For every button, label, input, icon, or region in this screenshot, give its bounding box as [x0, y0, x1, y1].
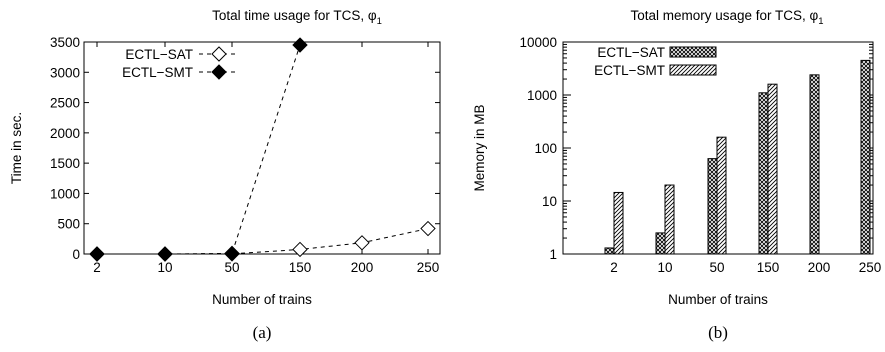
time-point-sat: [292, 241, 308, 258]
time-x-tick-label: 10: [157, 260, 172, 275]
memory-bar-smt: [716, 136, 727, 255]
memory-legend-label-smt: ECTL−SMT: [594, 63, 665, 78]
time-point-sat: [354, 235, 370, 251]
memory-legend-swatch-sat: [669, 46, 717, 58]
time-y-tick-label: 2500: [50, 96, 80, 111]
memory-legend: ECTL−SAT ECTL−SMT: [594, 45, 717, 78]
time-y-tick-label: 1000: [50, 186, 80, 201]
memory-y-tick-label: 100: [534, 141, 557, 156]
time-plot-area: [83, 41, 441, 255]
time-y-tick-label: 1500: [50, 156, 80, 171]
time-legend-label-smt: ECTL−SMT: [122, 65, 193, 80]
time-y-tick-label: 3500: [50, 35, 80, 50]
memory-bar-smt: [664, 184, 675, 255]
time-x-tick-label: 250: [417, 260, 440, 275]
time-x-axis: 2 10 50 150 200 250: [93, 42, 439, 275]
time-x-tick-label: 50: [224, 260, 239, 275]
time-point-sat: [420, 220, 436, 237]
memory-x-label: Number of trains: [668, 292, 768, 307]
time-series: [89, 37, 436, 262]
time-legend-label-sat: ECTL−SAT: [125, 47, 193, 62]
memory-bar-smt: [767, 83, 778, 255]
time-x-tick-label: 200: [351, 260, 374, 275]
time-y-tick-label: 0: [72, 247, 80, 262]
memory-bar-sat: [860, 59, 871, 255]
time-y-axis: 0 500 1000 1500 2000 2500 3000 3500: [50, 35, 440, 262]
memory-chart-title: Total memory usage for TCS, φ1: [630, 8, 823, 27]
time-y-tick-label: 2000: [50, 126, 80, 141]
memory-y-tick-label: 10: [542, 194, 557, 209]
time-point-smt: [292, 37, 308, 53]
memory-chart: Total memory usage for TCS, φ1 1 10 100 100…: [472, 8, 881, 342]
memory-bar-sat: [758, 92, 769, 255]
memory-y-axis: 1 10 100 1000 10000: [519, 35, 873, 262]
memory-y-tick-label: 10000: [519, 35, 557, 50]
time-legend-marker-sat: [211, 46, 227, 62]
memory-x-tick-label: 200: [808, 260, 831, 275]
memory-x-axis: 2 10 50 150 200 250: [610, 260, 881, 275]
memory-bar-smt: [613, 191, 624, 255]
time-y-tick-label: 500: [57, 217, 80, 232]
time-point-smt: [224, 245, 240, 262]
time-legend-marker-smt: [211, 64, 227, 80]
time-legend: ECTL−SAT ECTL−SMT: [122, 46, 239, 80]
time-point-smt: [89, 246, 105, 262]
memory-y-tick-label: 1: [549, 247, 557, 262]
memory-bar-sat: [809, 74, 820, 255]
time-chart-caption: (a): [253, 323, 272, 342]
memory-bar-sat: [707, 158, 718, 255]
memory-y-tick-label: 1000: [527, 88, 557, 103]
memory-y-label: Memory in MB: [472, 104, 487, 191]
memory-bar-sat: [604, 247, 615, 255]
memory-x-tick-label: 250: [859, 260, 882, 275]
time-series-line-sat: [97, 228, 429, 255]
memory-legend-label-sat: ECTL−SAT: [597, 45, 665, 60]
memory-chart-caption: (b): [708, 323, 728, 342]
memory-legend-swatch-smt: [669, 64, 717, 76]
time-series-line-smt: [97, 44, 301, 255]
memory-x-tick-label: 2: [610, 260, 618, 275]
memory-x-tick-label: 50: [709, 260, 724, 275]
time-chart-title: Total time usage for TCS, φ1: [212, 8, 382, 27]
time-y-label: Time in sec.: [9, 112, 24, 184]
time-x-tick-label: 2: [93, 260, 101, 275]
time-point-smt: [157, 246, 173, 262]
time-x-tick-label: 150: [289, 260, 312, 275]
time-x-label: Number of trains: [212, 292, 312, 307]
memory-x-tick-label: 150: [757, 260, 780, 275]
memory-bars: [604, 59, 871, 255]
time-chart: Total time usage for TCS, φ1 0 500 1000 150…: [9, 8, 441, 342]
time-y-tick-label: 3000: [50, 65, 80, 80]
memory-x-tick-label: 10: [657, 260, 672, 275]
memory-bar-sat: [655, 232, 666, 255]
